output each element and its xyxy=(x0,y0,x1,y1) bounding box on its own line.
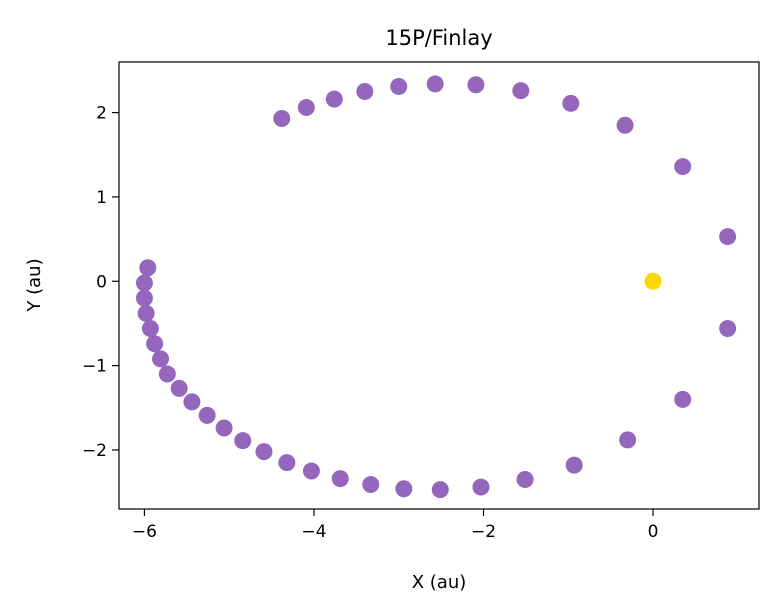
x-tick-label: −4 xyxy=(301,522,326,542)
y-tick-label: 1 xyxy=(96,188,107,208)
y-tick-label: −1 xyxy=(82,357,107,377)
comet-position-point xyxy=(512,82,530,100)
data-points xyxy=(135,75,737,499)
axis-ticks: −6 −4 −2 0 −2 −1 0 1 2 xyxy=(82,104,659,542)
comet-position-point xyxy=(674,390,692,408)
comet-position-point xyxy=(297,99,315,117)
comet-position-point xyxy=(278,454,296,472)
comet-position-point xyxy=(390,77,408,95)
y-tick-label: 0 xyxy=(96,272,107,292)
comet-position-point xyxy=(152,350,170,368)
comet-position-point xyxy=(674,158,692,176)
comet-position-point xyxy=(135,289,153,307)
comet-position-point xyxy=(616,116,634,134)
comet-position-point xyxy=(170,379,188,397)
comet-position-point xyxy=(146,335,164,353)
comet-position-point xyxy=(139,259,157,277)
x-tick-label: 0 xyxy=(648,522,659,542)
comet-position-point xyxy=(516,470,534,488)
plot-frame xyxy=(118,61,760,510)
comet-position-point xyxy=(472,478,490,496)
y-axis-label: Y (au) xyxy=(24,258,45,312)
comet-position-point xyxy=(135,274,153,292)
comet-position-point xyxy=(719,320,737,338)
comet-position-point xyxy=(137,304,155,322)
y-tick-label: −2 xyxy=(82,441,107,461)
comet-position-point xyxy=(426,75,444,93)
comet-position-point xyxy=(362,476,380,494)
comet-position-point xyxy=(562,94,580,112)
y-tick-label: 2 xyxy=(96,104,107,124)
comet-position-point xyxy=(234,432,252,450)
x-tick-label: −6 xyxy=(132,522,157,542)
comet-position-point xyxy=(356,83,374,101)
comet-position-point xyxy=(331,470,349,488)
comet-position-point xyxy=(467,76,485,94)
comet-position-point xyxy=(565,456,583,474)
x-axis-label: X (au) xyxy=(412,572,467,593)
comet-position-point xyxy=(141,320,159,338)
chart-title: 15P/Finlay xyxy=(385,26,492,50)
comet-position-point xyxy=(619,431,637,449)
comet-position-point xyxy=(431,481,449,499)
comet-position-point xyxy=(273,110,291,128)
comet-position-point xyxy=(395,480,413,498)
comet-position-point xyxy=(325,90,343,108)
comet-position-point xyxy=(198,406,216,424)
comet-position-point xyxy=(302,462,320,480)
x-tick-label: −2 xyxy=(471,522,496,542)
comet-position-point xyxy=(215,419,233,437)
comet-position-point xyxy=(719,228,737,246)
comet-position-point xyxy=(183,393,201,411)
comet-position-point xyxy=(255,443,273,461)
comet-position-point xyxy=(158,365,176,383)
sun-point xyxy=(644,272,662,290)
